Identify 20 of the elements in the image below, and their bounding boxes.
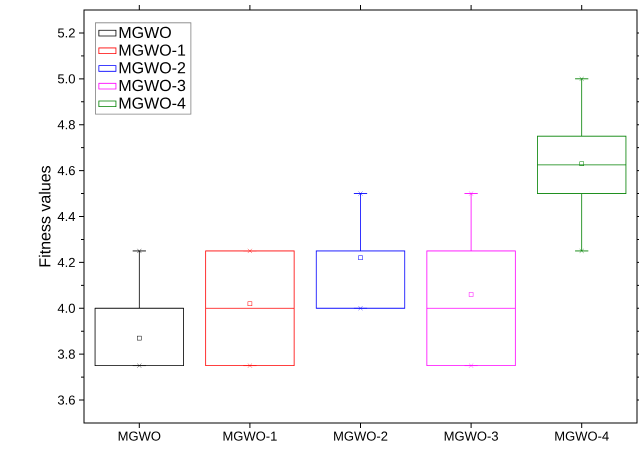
y-tick-label: 4.4 bbox=[58, 212, 76, 221]
y-tick-label: 4.2 bbox=[58, 258, 75, 267]
legend-label: MGWO-4 bbox=[120, 97, 186, 109]
y-tick-label: 3.6 bbox=[58, 395, 75, 405]
x-tick-label: MGWO bbox=[118, 432, 160, 441]
y-tick-label: 4.6 bbox=[58, 166, 75, 176]
y-tick-label: 3.8 bbox=[58, 350, 75, 359]
legend-label: MGWO-1 bbox=[120, 44, 186, 56]
y-axis-title: Fitness values bbox=[38, 166, 51, 266]
y-tick-label: 4.8 bbox=[58, 120, 75, 130]
y-tick-label: 4.0 bbox=[58, 304, 75, 313]
x-tick-label: MGWO-3 bbox=[444, 432, 498, 441]
legend-label: MGWO-3 bbox=[120, 80, 186, 92]
x-tick-label: MGWO-4 bbox=[555, 432, 609, 441]
x-tick-label: MGWO-2 bbox=[334, 432, 388, 441]
legend-label: MGWO bbox=[120, 26, 171, 38]
y-tick-label: 5.2 bbox=[58, 28, 75, 38]
x-tick-label: MGWO-1 bbox=[224, 432, 277, 441]
y-tick-label: 5.0 bbox=[58, 74, 75, 84]
legend-label: MGWO-2 bbox=[120, 62, 186, 74]
